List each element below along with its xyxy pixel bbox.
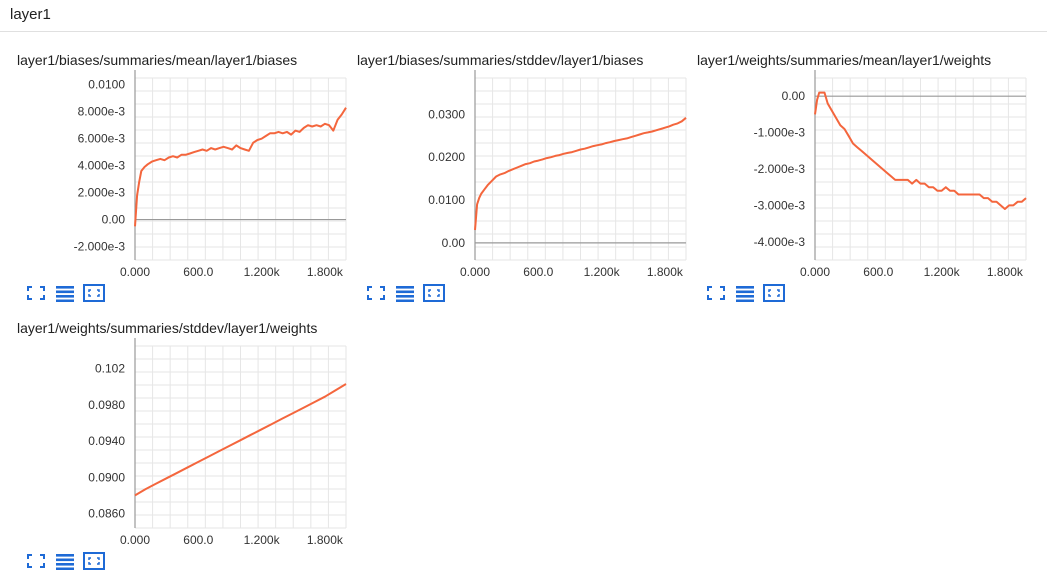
x-tick-label: 1.200k: [244, 265, 281, 279]
y-tick-label: 8.000e-3: [78, 105, 126, 119]
y-tick-label: -4.000e-3: [754, 235, 806, 249]
grid-lines: [474, 77, 687, 261]
x-tick-label: 600.0: [863, 265, 893, 279]
chart-title: layer1/weights/summaries/mean/layer1/wei…: [697, 52, 992, 68]
x-tick-label: 0.000: [460, 265, 490, 279]
grid-lines: [814, 77, 1027, 261]
chart-title: layer1/biases/summaries/mean/layer1/bias…: [17, 52, 298, 68]
y-tick-label: -1.000e-3: [754, 126, 806, 140]
x-tick-label: 1.200k: [244, 533, 281, 547]
y-tick-label: 0.0200: [428, 150, 465, 164]
log-scale-icon[interactable]: [54, 284, 76, 302]
expand-icon[interactable]: [423, 284, 445, 302]
log-scale-icon[interactable]: [734, 284, 756, 302]
chart-plot[interactable]: -2.000e-3 0.00 2.000e-3 4.000e-3 6.000e-3 8.0…: [17, 70, 353, 286]
fit-domain-icon[interactable]: [705, 284, 727, 302]
x-tick-label: 1.800k: [307, 533, 344, 547]
chart-plot[interactable]: 0.00 0.0100 0.0200 0.0300 0.000 600.0 1.200k 1.…: [357, 70, 693, 286]
x-tick-label: 1.200k: [924, 265, 961, 279]
chart-toolbar: [705, 284, 805, 306]
expand-icon[interactable]: [83, 552, 105, 570]
y-tick-label: 0.0900: [88, 470, 125, 484]
y-tick-label: 0.0940: [88, 434, 125, 448]
group-title: layer1: [10, 6, 51, 23]
expand-icon[interactable]: [763, 284, 785, 302]
y-tick-label: 0.0300: [428, 107, 465, 121]
x-tick-label: 1.800k: [647, 265, 684, 279]
y-tick-label: 0.00: [102, 213, 126, 227]
x-tick-label: 1.800k: [307, 265, 344, 279]
y-tick-label: 6.000e-3: [78, 132, 126, 146]
log-scale-icon[interactable]: [394, 284, 416, 302]
y-tick-label: 0.0860: [88, 507, 125, 521]
grid-lines: [134, 77, 347, 261]
chart-plot[interactable]: 0.0860 0.0900 0.0940 0.0980 0.102 0.000 600.0 1…: [17, 338, 353, 554]
chart-card-biases-stddev: layer1/biases/summaries/stddev/layer1/bi…: [357, 52, 693, 320]
log-scale-icon[interactable]: [54, 552, 76, 570]
y-tick-label: 0.0980: [88, 398, 125, 412]
x-tick-label: 0.000: [120, 265, 150, 279]
chart-card-weights-mean: layer1/weights/summaries/mean/layer1/wei…: [697, 52, 1033, 320]
series-line: [474, 117, 687, 231]
x-tick-label: 0.000: [800, 265, 830, 279]
y-tick-label: -2.000e-3: [74, 240, 126, 254]
series-line: [134, 107, 347, 227]
chart-title: layer1/biases/summaries/stddev/layer1/bi…: [357, 52, 644, 68]
series-line: [134, 383, 347, 497]
chart-plot[interactable]: -4.000e-3 -3.000e-3 -2.000e-3 -1.000e-3 0.00…: [697, 70, 1033, 286]
chart-toolbar: [25, 284, 125, 306]
y-tick-label: 0.0100: [88, 78, 125, 92]
chart-title: layer1/weights/summaries/stddev/layer1/w…: [17, 320, 318, 336]
y-tick-label: -2.000e-3: [754, 162, 806, 176]
fit-domain-icon[interactable]: [25, 284, 47, 302]
y-tick-label: 4.000e-3: [78, 159, 126, 173]
y-tick-label: 0.102: [95, 362, 125, 376]
y-tick-label: 0.00: [782, 89, 806, 103]
chart-card-weights-stddev: layer1/weights/summaries/stddev/layer1/w…: [17, 320, 353, 588]
x-tick-label: 1.200k: [584, 265, 621, 279]
group-header[interactable]: layer1: [0, 0, 1047, 32]
x-tick-label: 0.000: [120, 533, 150, 547]
expand-icon[interactable]: [83, 284, 105, 302]
chart-card-biases-mean: layer1/biases/summaries/mean/layer1/bias…: [17, 52, 353, 320]
fit-domain-icon[interactable]: [25, 552, 47, 570]
x-tick-label: 1.800k: [987, 265, 1024, 279]
fit-domain-icon[interactable]: [365, 284, 387, 302]
y-tick-label: 0.0100: [428, 193, 465, 207]
grid-lines: [134, 345, 347, 529]
x-tick-label: 600.0: [523, 265, 553, 279]
y-tick-label: 2.000e-3: [78, 186, 126, 200]
chart-toolbar: [25, 552, 125, 574]
y-tick-label: -3.000e-3: [754, 198, 806, 212]
x-tick-label: 600.0: [183, 265, 213, 279]
series-line: [814, 91, 1027, 210]
chart-toolbar: [365, 284, 465, 306]
y-tick-label: 0.00: [442, 236, 466, 250]
x-tick-label: 600.0: [183, 533, 213, 547]
